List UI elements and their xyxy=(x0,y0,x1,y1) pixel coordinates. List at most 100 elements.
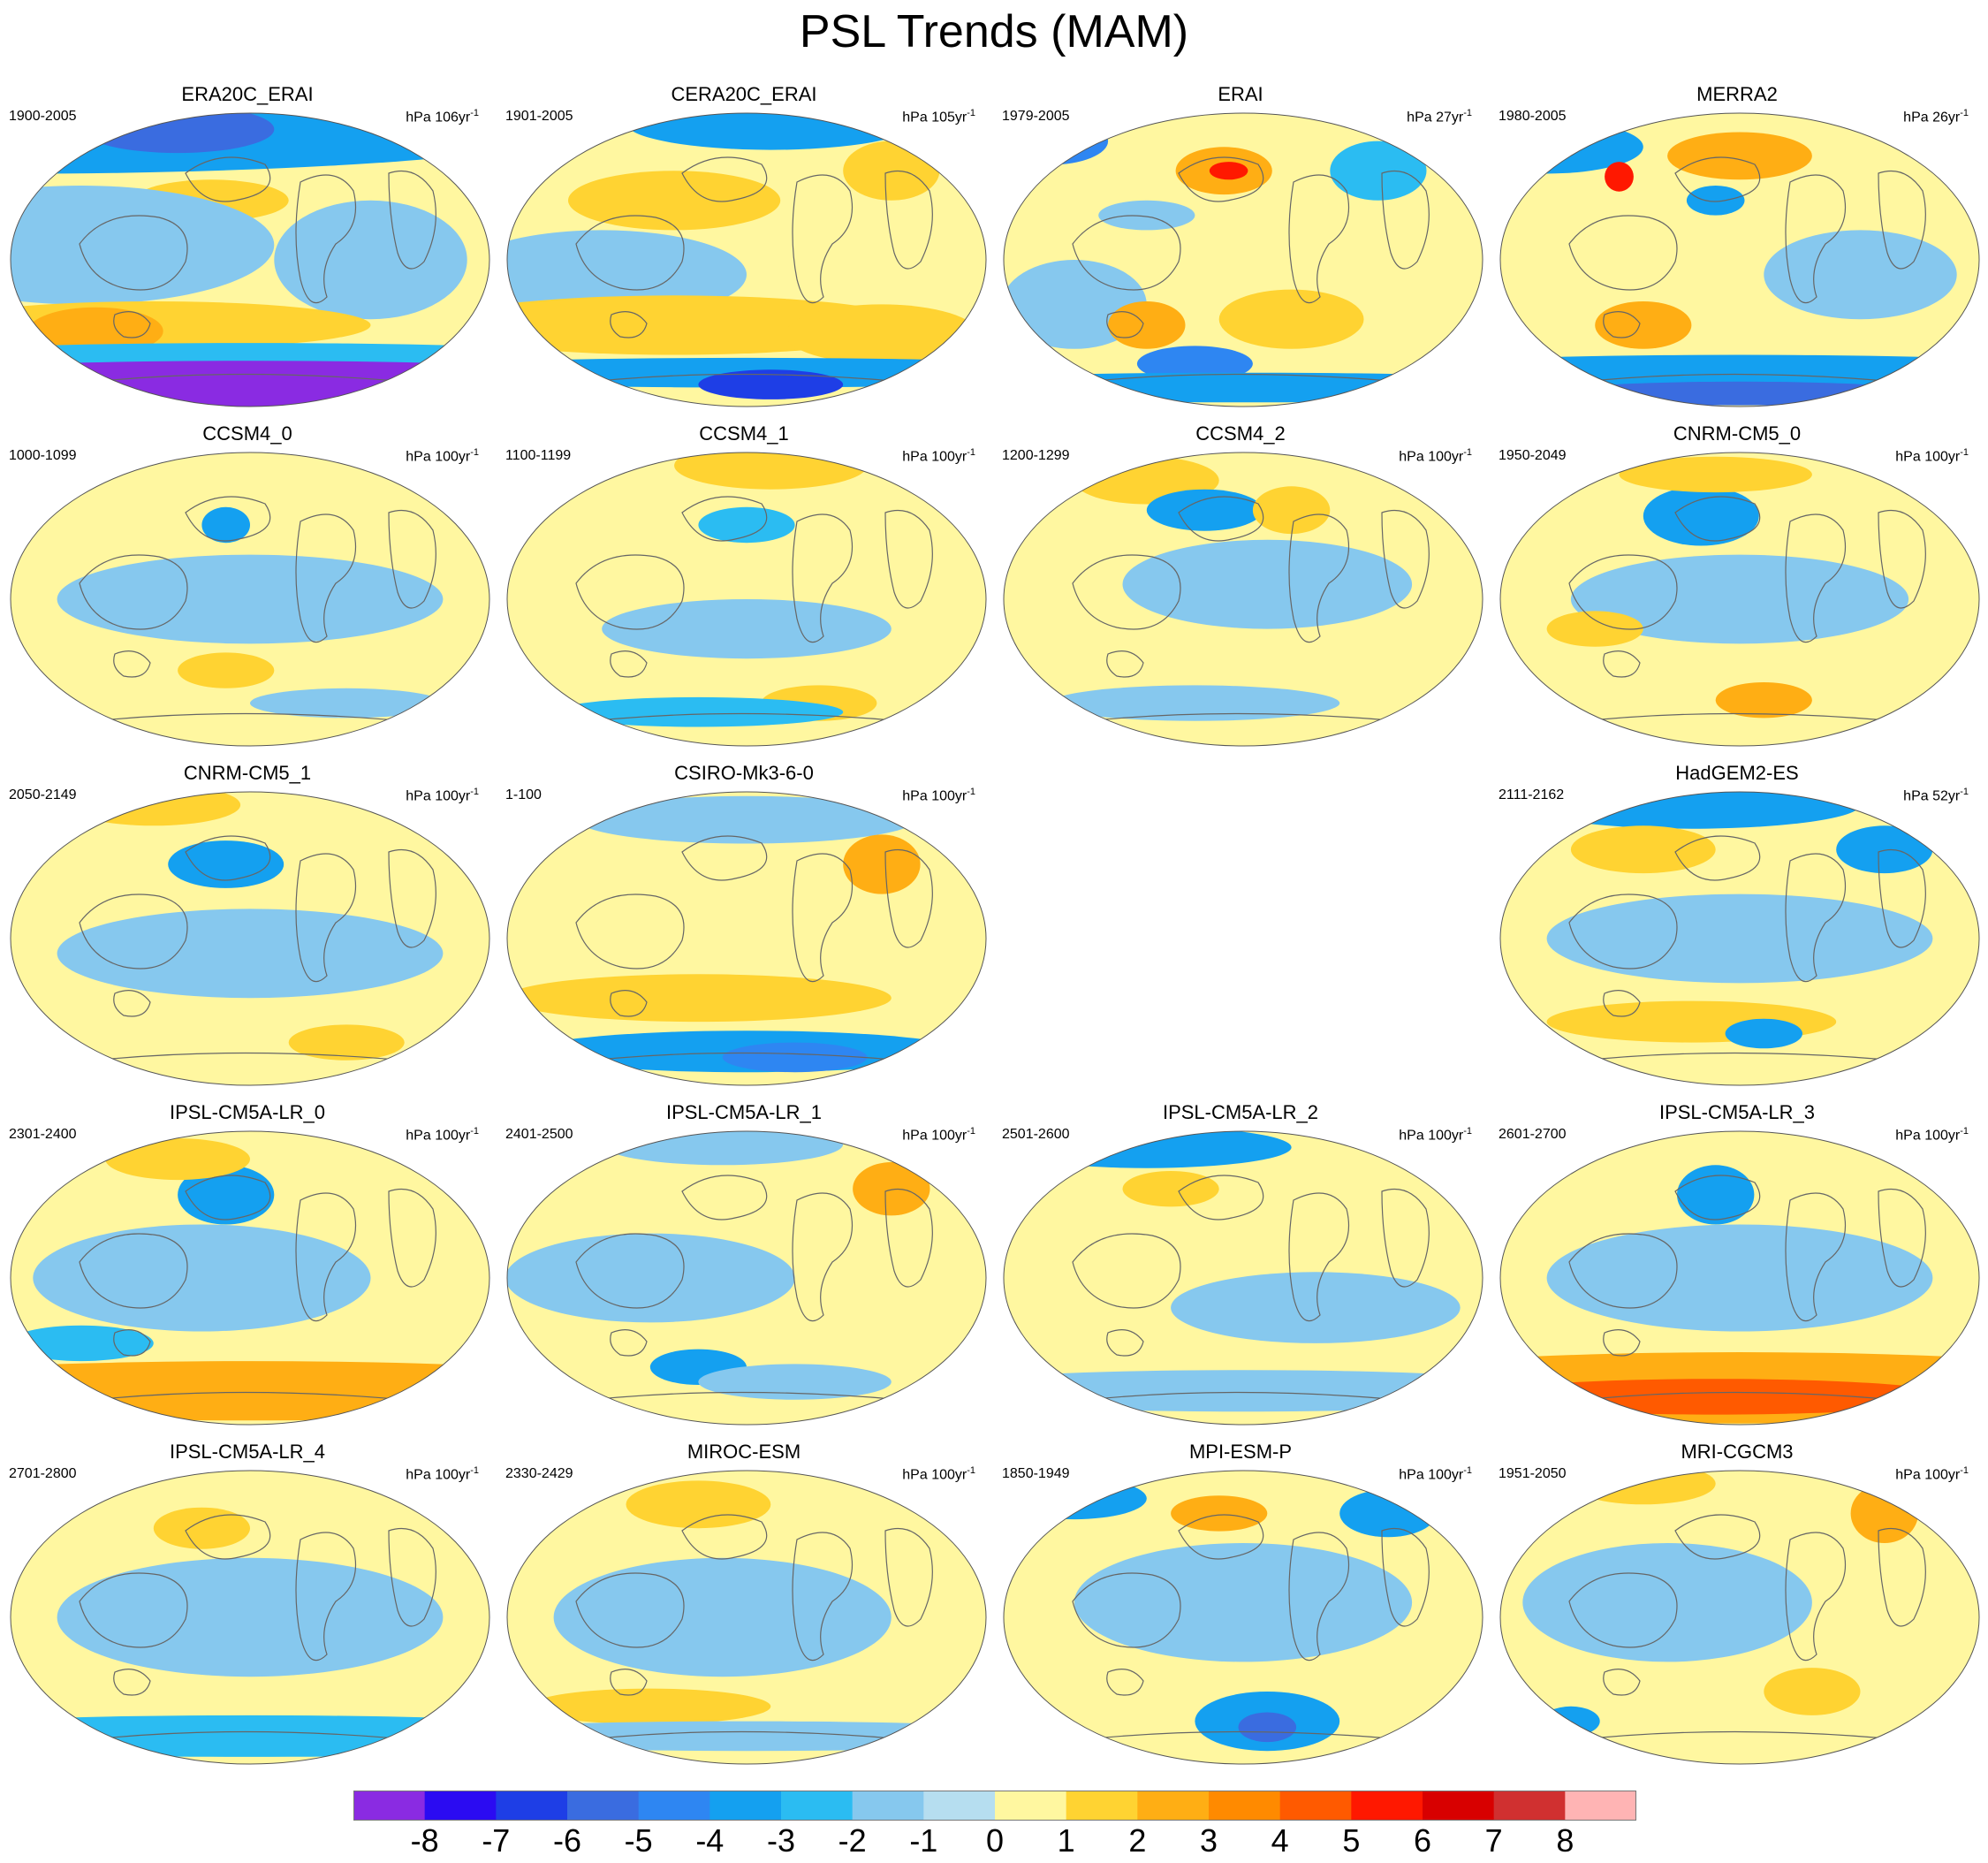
anomaly-blob xyxy=(1238,1712,1297,1743)
anomaly-blob xyxy=(1218,289,1364,349)
trend-map xyxy=(506,1130,987,1426)
colorbar-tick-label: -7 xyxy=(482,1822,511,1859)
anomaly-blob xyxy=(1570,554,1909,644)
trend-field xyxy=(11,452,489,746)
panel-title: IPSL-CM5A-LR_2 xyxy=(1162,1101,1319,1123)
anomaly-blob xyxy=(1764,230,1957,320)
anomaly-blob xyxy=(288,1024,405,1061)
anomaly-blob xyxy=(785,304,979,364)
anomaly-blob xyxy=(168,840,285,888)
anomaly-blob xyxy=(1686,186,1745,216)
anomaly-blob xyxy=(57,554,444,644)
map-frame xyxy=(10,1130,490,1426)
map-frame xyxy=(1003,1470,1483,1765)
panel-years: 1979-2005 xyxy=(1002,109,1070,124)
colorbar-tick-label: 7 xyxy=(1484,1822,1503,1859)
trend-map xyxy=(506,452,987,747)
panel-title: ERAI xyxy=(1218,83,1263,105)
colorbar-swatch xyxy=(1423,1791,1495,1821)
map-panel: IPSL-CM5A-LR_0 2301-2400 hPa 100yr-1 xyxy=(0,1101,495,1430)
colorbar-tick-label: -8 xyxy=(410,1822,439,1859)
colorbar-tick-label: 3 xyxy=(1199,1822,1218,1859)
panel-title: MERRA2 xyxy=(1696,83,1778,105)
anomaly-blob xyxy=(626,113,916,150)
anomaly-blob xyxy=(178,652,275,688)
panel-title: MPI-ESM-P xyxy=(1188,1441,1293,1463)
panel-title: MRI-CGCM3 xyxy=(1681,1441,1794,1463)
colorbar-tick-label: 8 xyxy=(1556,1822,1574,1859)
colorbar-tick-label: -3 xyxy=(766,1822,796,1859)
coastline xyxy=(61,496,443,726)
panel-title: CERA20C_ERAI xyxy=(671,83,817,105)
trend-field xyxy=(1004,452,1483,746)
colorbar-tick-label: 5 xyxy=(1342,1822,1361,1859)
coastline xyxy=(558,496,939,726)
panel-units: hPa 27yr-1 xyxy=(1407,108,1472,125)
map-panel: IPSL-CM5A-LR_1 2401-2500 hPa 100yr-1 xyxy=(497,1101,991,1430)
panel-years: 2701-2800 xyxy=(9,1466,77,1481)
panel-years: 2401-2500 xyxy=(505,1127,573,1142)
coastline xyxy=(558,835,939,1065)
map-panel: CCSM4_2 1200-1299 hPa 100yr-1 xyxy=(993,422,1488,751)
map-frame xyxy=(506,112,987,407)
anomaly-blob xyxy=(1330,141,1427,201)
colorbar-swatch xyxy=(1565,1791,1636,1821)
colorbar-tick-label: 0 xyxy=(985,1822,1005,1859)
colorbar-swatch xyxy=(1137,1791,1210,1821)
anomaly-blob xyxy=(11,343,489,367)
anomaly-blob xyxy=(507,974,892,1023)
anomaly-blob xyxy=(1171,1495,1268,1532)
anomaly-blob xyxy=(529,1688,771,1724)
map-frame xyxy=(1499,1470,1980,1765)
coastline xyxy=(61,156,443,386)
map-panel: ERAI 1979-2005 hPa 27yr-1 xyxy=(993,83,1488,412)
trend-field xyxy=(11,1131,489,1425)
trend-map xyxy=(506,1470,987,1765)
colorbar-swatch xyxy=(496,1791,568,1821)
colorbar-swatch xyxy=(1209,1791,1281,1821)
anomaly-blob xyxy=(1146,489,1263,531)
colorbar-tick-label: 1 xyxy=(1057,1822,1075,1859)
trend-field xyxy=(507,1131,986,1425)
anomaly-blob xyxy=(853,1162,930,1216)
anomaly-blob xyxy=(57,1557,444,1677)
trend-field xyxy=(507,792,986,1085)
map-panel: HadGEM2-ES 2111-2162 hPa 52yr-1 xyxy=(1490,762,1984,1091)
anomaly-blob xyxy=(1136,346,1253,382)
panel-years: 2301-2400 xyxy=(9,1127,77,1142)
anomaly-blob xyxy=(1667,132,1812,180)
panel-units: hPa 100yr-1 xyxy=(1399,1465,1472,1483)
anomaly-blob xyxy=(1004,1370,1483,1412)
colorbar-swatch xyxy=(638,1791,710,1821)
anomaly-blob xyxy=(11,1325,154,1362)
coastline xyxy=(1054,156,1436,386)
map-panel: MIROC-ESM 2330-2429 hPa 100yr-1 xyxy=(497,1441,991,1769)
map-panel: MRI-CGCM3 1951-2050 hPa 100yr-1 xyxy=(1490,1441,1984,1769)
anomaly-blob xyxy=(1209,162,1248,180)
map-panel: IPSL-CM5A-LR_2 2501-2600 hPa 100yr-1 xyxy=(993,1101,1488,1430)
trend-map xyxy=(1003,1470,1483,1765)
map-panel: MERRA2 1980-2005 hPa 26yr-1 xyxy=(1490,83,1984,412)
coastline xyxy=(1551,835,1932,1065)
panel-units: hPa 26yr-1 xyxy=(1903,108,1969,125)
colorbar-tick-label: 4 xyxy=(1271,1822,1289,1859)
map-panel: CCSM4_0 1000-1099 hPa 100yr-1 xyxy=(0,422,495,751)
anomaly-blob xyxy=(11,113,489,174)
map-frame xyxy=(506,1470,987,1765)
panel-years: 2601-2700 xyxy=(1499,1127,1567,1142)
panel-years: 1951-2050 xyxy=(1499,1466,1567,1481)
colorbar-swatch xyxy=(1351,1791,1423,1821)
colorbar-swatch xyxy=(1493,1791,1566,1821)
panel-title: IPSL-CM5A-LR_1 xyxy=(665,1101,823,1123)
trend-map xyxy=(1003,112,1483,407)
trend-field xyxy=(1500,452,1979,746)
panel-title: CCSM4_1 xyxy=(699,422,789,445)
panel-units: hPa 100yr-1 xyxy=(406,1465,479,1483)
colorbar-swatch xyxy=(1066,1791,1138,1821)
anomaly-blob xyxy=(178,1165,275,1225)
colorbar-swatch xyxy=(852,1791,924,1821)
panel-title: CCSM4_0 xyxy=(202,422,292,445)
anomaly-blob xyxy=(1643,486,1759,546)
anomaly-blob xyxy=(1074,1543,1413,1662)
anomaly-blob xyxy=(33,1224,371,1332)
